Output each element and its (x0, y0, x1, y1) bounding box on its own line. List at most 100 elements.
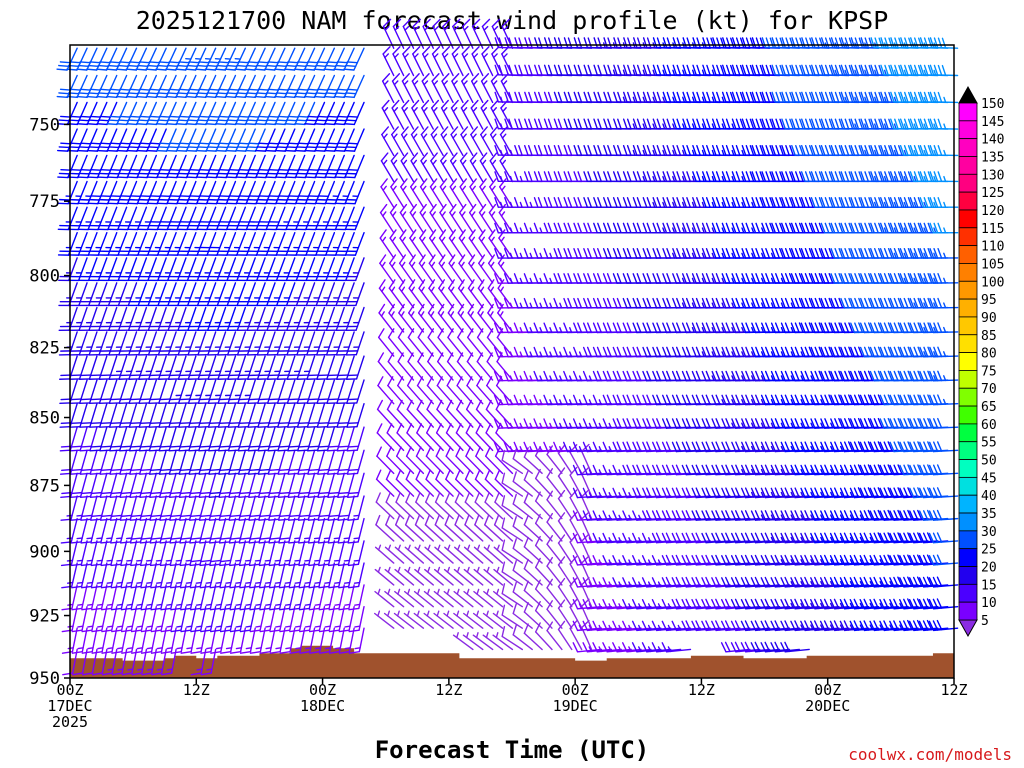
barb-feather (99, 115, 111, 118)
wind-barb-146 (109, 449, 128, 475)
barb-feather (244, 123, 257, 126)
wind-barb-362 (194, 47, 217, 71)
barb-feather (238, 115, 250, 118)
barb-feather (333, 123, 346, 126)
barb-feather (139, 472, 151, 475)
barb-feather (219, 491, 231, 495)
barb-feather (170, 514, 182, 518)
barb-feather (228, 142, 240, 145)
barb-feather (247, 115, 260, 118)
barb-feather (207, 425, 220, 428)
barb-feather (286, 425, 299, 428)
barb-feather (236, 146, 249, 149)
barb-feather (208, 142, 220, 145)
barb-feather (285, 625, 292, 628)
barb-feather (333, 68, 345, 71)
barb-feather (284, 123, 296, 126)
barb-feather (305, 64, 317, 68)
barb-feather (96, 537, 103, 540)
barb-feather (178, 449, 190, 452)
barb-feather (227, 449, 240, 452)
barb-feather (179, 491, 192, 495)
wind-barb-250 (148, 449, 167, 475)
barb-feather (139, 115, 151, 118)
barb-feather (58, 92, 70, 95)
barb-feather (155, 123, 168, 126)
barb-feather (89, 425, 101, 428)
barb-feather (323, 68, 335, 71)
barb-feather (200, 537, 212, 540)
barb-feather (316, 61, 329, 64)
barb-feather (333, 537, 341, 540)
wind-barb-406 (208, 495, 227, 521)
barb-feather (99, 88, 111, 91)
barb-feather (175, 559, 182, 562)
barb-feather (177, 146, 189, 149)
barb-feather (237, 449, 250, 452)
barb-feather (186, 647, 193, 650)
barb-feather (235, 149, 247, 152)
barb-feather (149, 541, 162, 544)
barb-feather (110, 468, 122, 472)
barb-feather (267, 115, 280, 118)
barb-feather (91, 651, 103, 654)
barb-feather (307, 518, 320, 521)
barb-feather (71, 672, 84, 676)
barb-feather (138, 61, 151, 64)
barb-feather (91, 672, 104, 676)
barb-feather (217, 425, 230, 428)
barb-feather (217, 449, 230, 452)
barb-feather (343, 537, 350, 540)
barb-feather (98, 146, 110, 149)
barb-feather (317, 422, 330, 425)
barb-feather (244, 149, 257, 152)
barb-feather (78, 92, 90, 95)
barb-feather (354, 603, 361, 606)
barb-feather (189, 422, 201, 425)
barb-feather (343, 581, 351, 584)
wind-barb-413 (214, 47, 237, 71)
wind-barb-103 (91, 648, 108, 676)
barb-feather (188, 495, 201, 499)
barb-feather (298, 468, 310, 472)
barb-feather (317, 495, 329, 499)
barb-feather (237, 425, 249, 428)
barb-feather (71, 651, 84, 654)
barb-feather (314, 603, 321, 606)
barb-feather (90, 445, 102, 448)
barb-feather (298, 422, 310, 425)
wind-barb-208 (135, 47, 157, 71)
barb-feather (77, 603, 84, 606)
barb-feather (100, 541, 112, 544)
barb-feather (294, 581, 301, 584)
barb-feather (317, 142, 329, 145)
barb-feather (107, 647, 114, 650)
barb-feather (295, 92, 308, 95)
barb-feather (130, 537, 143, 540)
barb-feather (346, 61, 358, 64)
wind-barb-254 (149, 540, 167, 567)
barb-feather (267, 142, 280, 145)
barb-feather (109, 142, 122, 145)
barb-feather (323, 559, 331, 562)
terrain-fill (70, 645, 954, 678)
barb-feather (244, 68, 256, 71)
barb-feather (156, 647, 163, 650)
wind-barb-385 (200, 605, 217, 633)
barb-feather (100, 422, 112, 425)
wind-barb-361 (190, 648, 207, 676)
wind-barb-149 (110, 517, 128, 544)
barb-feather (140, 468, 152, 472)
barb-feather (145, 95, 157, 99)
barb-feather (129, 422, 142, 425)
barb-feather (109, 449, 121, 452)
barb-feather (283, 68, 296, 71)
barb-feather (169, 541, 181, 544)
barb-feather (315, 119, 327, 122)
barb-feather (199, 514, 212, 518)
barb-feather (125, 537, 133, 540)
barb-feather (259, 491, 271, 495)
barb-feather (297, 449, 309, 452)
barb-feather (307, 422, 320, 425)
